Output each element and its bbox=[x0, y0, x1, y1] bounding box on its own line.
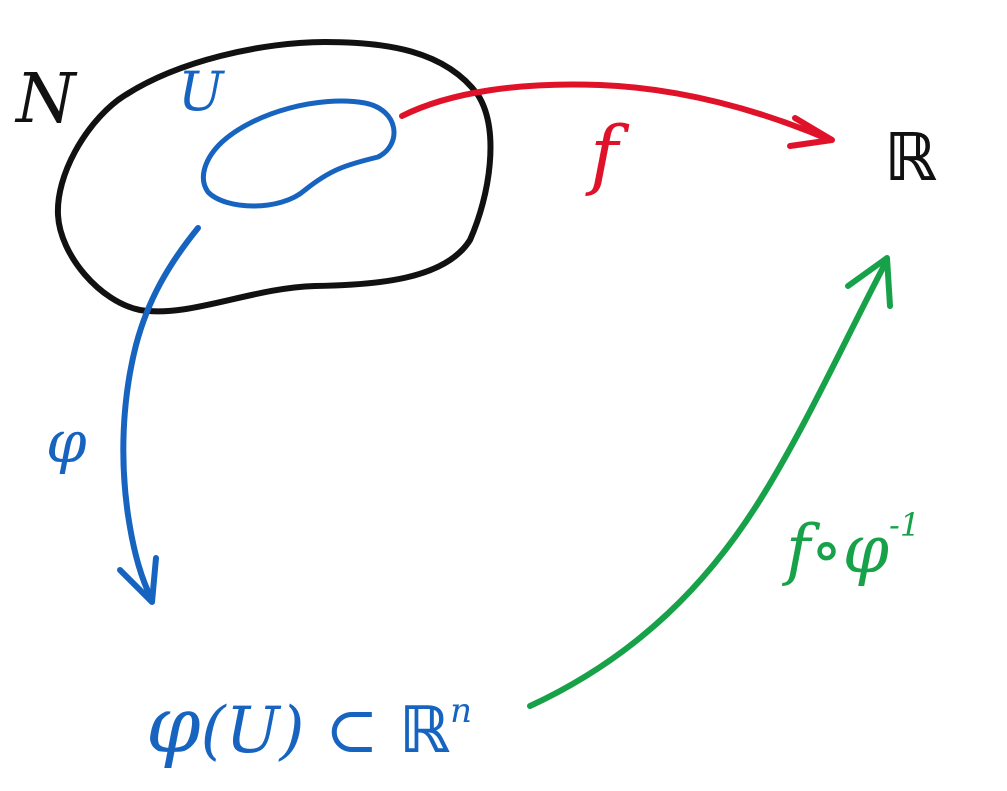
chart-image-reals: ℝ bbox=[399, 694, 450, 768]
composite-exponent: -1 bbox=[889, 506, 920, 544]
composite-arrowhead bbox=[845, 255, 893, 309]
map-f-label: f bbox=[585, 109, 630, 198]
chart-image-exponent: n bbox=[450, 691, 472, 731]
open-set-outline bbox=[201, 98, 397, 209]
reals-label: ℝ bbox=[884, 119, 937, 196]
chart-image-mid: (U) ⊂ bbox=[201, 694, 399, 768]
manifold-outline bbox=[54, 39, 494, 315]
chart-image-label: φ(U) ⊂ ℝn bbox=[146, 681, 472, 771]
manifold-label: N bbox=[14, 60, 78, 139]
map-f-arrow-shaft bbox=[399, 81, 833, 143]
composite-base: f∘φ bbox=[781, 511, 889, 588]
chart-image-phi: φ bbox=[146, 681, 201, 771]
chart-arrowhead bbox=[117, 555, 159, 605]
map-f-arrowhead bbox=[787, 115, 835, 149]
composite-arrow-shaft bbox=[527, 259, 889, 709]
open-set-label: U bbox=[178, 60, 225, 123]
chart-label: φ bbox=[46, 408, 87, 476]
composite-label: f∘φ-1 bbox=[781, 506, 920, 588]
chart-arrow-shaft bbox=[120, 225, 201, 603]
